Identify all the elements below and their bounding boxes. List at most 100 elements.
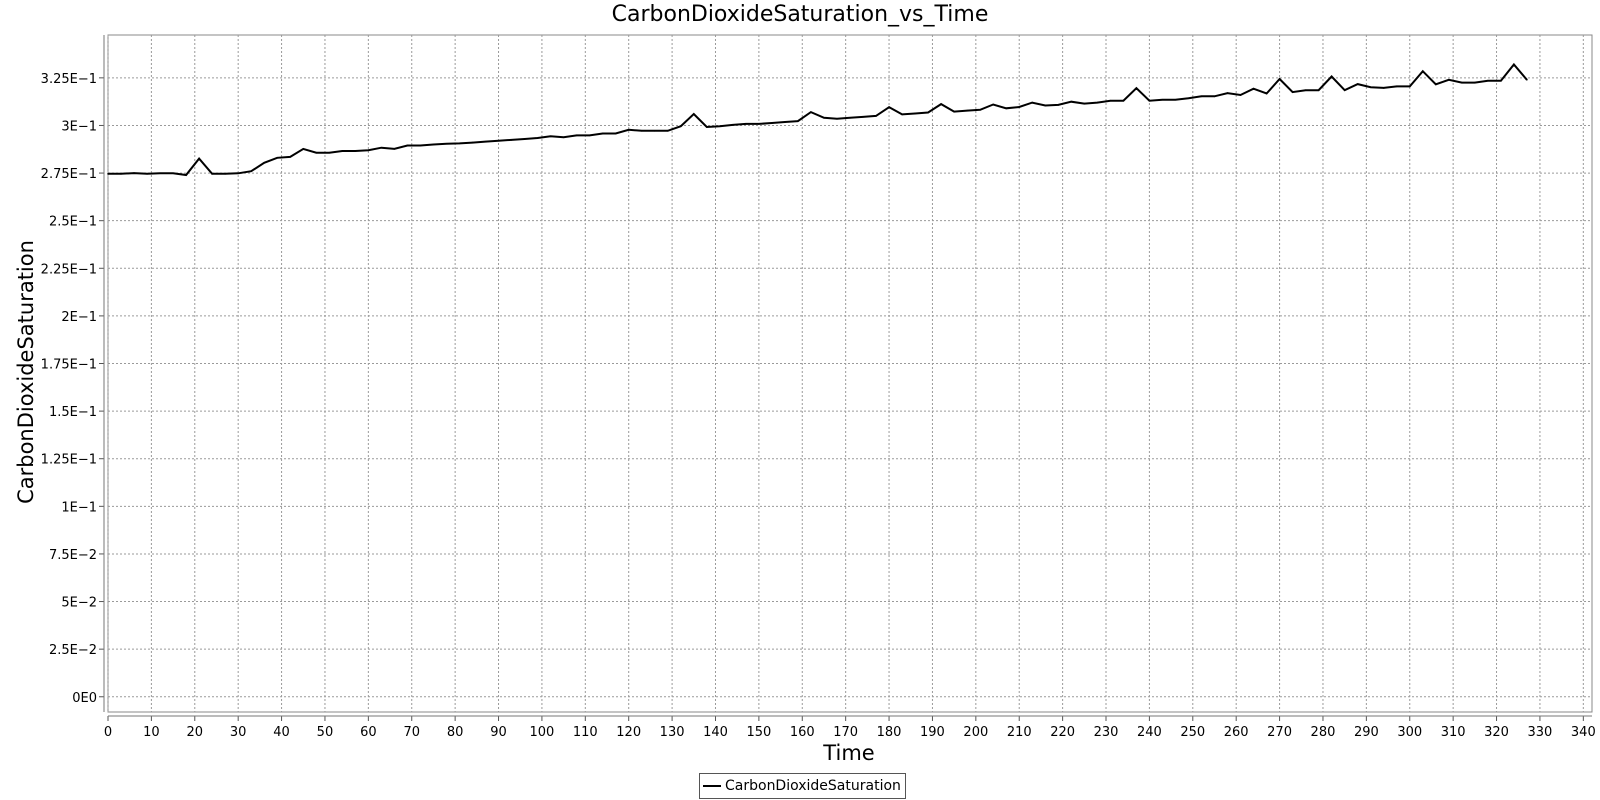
data-point xyxy=(849,117,851,119)
data-point xyxy=(302,148,304,150)
x-tick-label: 190 xyxy=(920,725,945,740)
data-point xyxy=(1175,99,1177,101)
y-tick-label: 2.5E−1 xyxy=(49,215,97,230)
x-tick-label: 140 xyxy=(703,725,728,740)
data-point xyxy=(433,144,435,146)
y-tick-label: 0E0 xyxy=(72,691,97,706)
data-point xyxy=(953,111,955,113)
data-point xyxy=(992,104,994,106)
data-point xyxy=(1005,108,1007,110)
x-tick-label: 0 xyxy=(104,725,112,740)
data-point xyxy=(1214,96,1216,98)
data-point xyxy=(472,142,474,144)
data-point xyxy=(563,136,565,138)
x-tick-label: 250 xyxy=(1180,725,1205,740)
data-point xyxy=(211,173,213,175)
data-point xyxy=(1292,91,1294,93)
data-point xyxy=(1487,80,1489,82)
data-point xyxy=(1331,76,1333,78)
x-tick-label: 220 xyxy=(1050,725,1075,740)
data-point xyxy=(602,133,604,135)
y-tick-label: 1.5E−1 xyxy=(49,405,97,420)
data-point xyxy=(1526,79,1528,81)
x-tick-label: 180 xyxy=(877,725,902,740)
x-tick-label: 20 xyxy=(187,725,204,740)
y-tick-label: 2.5E−2 xyxy=(49,643,97,658)
data-point xyxy=(1227,92,1229,94)
x-tick-label: 170 xyxy=(833,725,858,740)
data-point xyxy=(1370,86,1372,88)
data-point xyxy=(1500,80,1502,82)
data-point xyxy=(901,114,903,116)
x-tick-label: 50 xyxy=(317,725,334,740)
data-point xyxy=(537,137,539,139)
data-point xyxy=(342,150,344,152)
legend-label: CarbonDioxideSaturation xyxy=(725,778,901,794)
data-point xyxy=(368,149,370,151)
data-point xyxy=(1110,100,1112,102)
data-point xyxy=(641,130,643,132)
x-tick-label: 110 xyxy=(573,725,598,740)
x-tick-label: 310 xyxy=(1441,725,1466,740)
data-point xyxy=(511,139,513,141)
x-tick-label: 70 xyxy=(403,725,420,740)
data-point xyxy=(237,172,239,174)
x-tick-label: 30 xyxy=(230,725,247,740)
data-point xyxy=(771,122,773,124)
y-tick-label: 3.25E−1 xyxy=(41,72,97,87)
data-point xyxy=(498,140,500,142)
y-tick-label: 3E−1 xyxy=(61,119,97,134)
x-tick-label: 60 xyxy=(360,725,377,740)
data-point xyxy=(394,148,396,150)
data-point xyxy=(263,162,265,164)
data-point xyxy=(1123,100,1125,102)
data-point xyxy=(940,103,942,105)
data-point xyxy=(159,172,161,174)
x-tick-label: 270 xyxy=(1267,725,1292,740)
grid xyxy=(108,35,1592,712)
y-axis-title: CarbonDioxideSaturation xyxy=(14,240,38,504)
data-point xyxy=(1097,102,1099,104)
data-point xyxy=(1448,79,1450,81)
x-axis-title: Time xyxy=(822,741,874,765)
data-point xyxy=(758,123,760,125)
y-tick-label: 2.25E−1 xyxy=(41,262,97,277)
data-point xyxy=(732,124,734,126)
data-point xyxy=(355,150,357,152)
data-point xyxy=(315,152,317,154)
data-point xyxy=(654,130,656,132)
data-point xyxy=(1513,64,1515,66)
data-point xyxy=(1435,84,1437,86)
data-point xyxy=(836,118,838,120)
data-point xyxy=(1279,78,1281,80)
data-point xyxy=(1383,87,1385,89)
y-tick-label: 1.25E−1 xyxy=(41,453,97,468)
data-point xyxy=(862,116,864,118)
data-point xyxy=(459,143,461,145)
x-tick-label: 280 xyxy=(1311,725,1336,740)
data-point xyxy=(1044,105,1046,107)
data-point xyxy=(589,135,591,137)
data-point xyxy=(667,130,669,132)
data-point xyxy=(615,133,617,135)
data-point xyxy=(185,174,187,176)
legend-line-swatch xyxy=(703,785,721,787)
data-point xyxy=(250,170,252,172)
data-point xyxy=(979,109,981,111)
data-point xyxy=(914,113,916,115)
x-tick-labels: 0 10 20 30 40 50 60 70 80 90 100 110 120 130 140 150 160… xyxy=(104,725,1596,740)
data-point xyxy=(888,106,890,108)
y-tick-labels: 0E0 2.5E−2 5E−2 7.5E−2 1E−1 1.25E−1 1.5E−1 1.75… xyxy=(41,72,97,706)
y-tick-label: 7.5E−2 xyxy=(49,548,97,563)
data-point xyxy=(524,138,526,140)
data-point xyxy=(407,145,409,147)
x-tick-label: 230 xyxy=(1094,725,1119,740)
data-point xyxy=(797,120,799,122)
data-point xyxy=(1318,89,1320,91)
x-tick-label: 210 xyxy=(1007,725,1032,740)
plot-area xyxy=(108,35,1592,712)
data-point xyxy=(420,145,422,147)
x-tick-label: 290 xyxy=(1354,725,1379,740)
data-point xyxy=(133,172,135,174)
